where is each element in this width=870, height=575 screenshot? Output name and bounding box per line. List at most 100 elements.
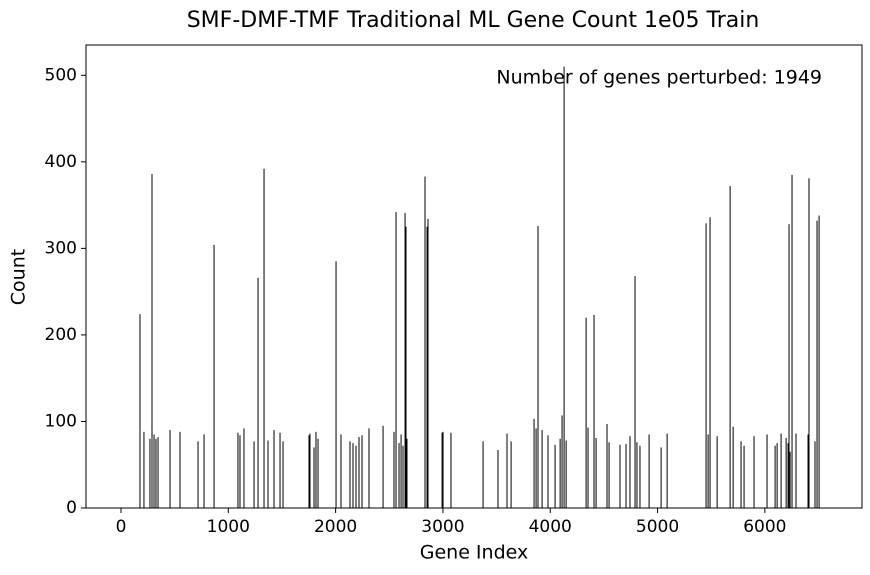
bar xyxy=(358,437,360,508)
bar xyxy=(450,432,452,508)
x-tick-label: 2000 xyxy=(314,517,357,537)
bar xyxy=(405,226,407,508)
bar xyxy=(785,437,787,508)
bar xyxy=(639,445,641,508)
bar xyxy=(791,174,793,508)
bar xyxy=(774,445,776,508)
bar xyxy=(608,442,610,508)
bar xyxy=(442,431,444,508)
bar xyxy=(808,178,810,508)
bar xyxy=(585,317,587,508)
bar xyxy=(361,435,363,508)
bar xyxy=(143,431,145,508)
bar xyxy=(533,418,535,508)
bar xyxy=(317,438,319,508)
x-tick-label: 6000 xyxy=(743,517,786,537)
y-axis-label: Count xyxy=(8,249,30,305)
bar xyxy=(729,186,731,509)
bar xyxy=(253,441,255,508)
bar xyxy=(561,415,563,508)
bar xyxy=(273,430,275,508)
y-tick-label: 200 xyxy=(45,325,77,345)
bar xyxy=(313,447,315,508)
bar xyxy=(340,434,342,508)
bar xyxy=(497,450,499,508)
bar xyxy=(740,441,742,508)
x-tick-label: 3000 xyxy=(421,517,464,537)
bar xyxy=(402,445,404,508)
bar xyxy=(593,315,595,508)
bar xyxy=(766,434,768,508)
bar xyxy=(139,314,141,508)
bar xyxy=(427,218,429,509)
bar xyxy=(709,217,711,508)
bar xyxy=(554,444,556,508)
bar xyxy=(818,215,820,508)
bar xyxy=(243,428,245,508)
bar xyxy=(149,438,151,508)
bar xyxy=(660,447,662,508)
bar xyxy=(565,440,567,508)
bar xyxy=(393,431,395,508)
bar xyxy=(636,442,638,508)
bar xyxy=(559,438,561,508)
bar xyxy=(395,212,397,508)
annotation: Number of genes perturbed: 1949 xyxy=(496,67,822,89)
bars xyxy=(139,66,820,509)
bar xyxy=(619,444,621,508)
bar xyxy=(535,428,537,508)
x-tick-label: 5000 xyxy=(636,517,679,537)
bar xyxy=(424,176,426,508)
bar xyxy=(743,445,745,508)
bar xyxy=(203,434,205,508)
bar xyxy=(169,430,171,508)
bar xyxy=(441,432,443,508)
bar xyxy=(547,435,549,508)
bar xyxy=(541,430,543,508)
bar xyxy=(634,276,636,508)
bar xyxy=(282,441,284,508)
bar xyxy=(239,435,241,508)
bar xyxy=(716,436,718,508)
bar xyxy=(382,425,384,508)
bar xyxy=(482,441,484,508)
bar xyxy=(155,438,157,508)
bar xyxy=(537,225,539,508)
y-tick-label: 100 xyxy=(45,411,77,431)
bar xyxy=(157,437,159,508)
x-tick-label: 0 xyxy=(116,517,127,537)
bar xyxy=(789,451,791,508)
bar xyxy=(398,443,400,508)
bar xyxy=(506,433,508,508)
bar xyxy=(368,428,370,508)
axes-frame xyxy=(85,44,863,509)
bar xyxy=(151,173,153,508)
y-tick-label: 400 xyxy=(45,152,77,172)
bar xyxy=(197,441,199,508)
bar xyxy=(787,443,789,508)
bar xyxy=(404,212,406,508)
bar xyxy=(563,66,565,509)
bar xyxy=(776,443,778,508)
bar xyxy=(179,431,181,508)
bar xyxy=(237,432,239,508)
bar xyxy=(213,244,215,508)
y-tick-label: 500 xyxy=(45,65,77,85)
bar xyxy=(753,436,755,508)
bar xyxy=(587,427,589,508)
bar xyxy=(308,435,310,508)
bar xyxy=(666,433,668,508)
bar xyxy=(335,261,337,508)
bar xyxy=(153,434,155,508)
bar xyxy=(795,433,797,508)
bar xyxy=(625,443,627,508)
bar xyxy=(510,441,512,508)
bar xyxy=(426,226,428,508)
bar xyxy=(315,431,317,508)
bar xyxy=(606,424,608,508)
bar xyxy=(406,438,408,508)
bar xyxy=(814,441,816,508)
y-tick-label: 0 xyxy=(66,498,77,518)
x-tick-label: 1000 xyxy=(207,517,250,537)
